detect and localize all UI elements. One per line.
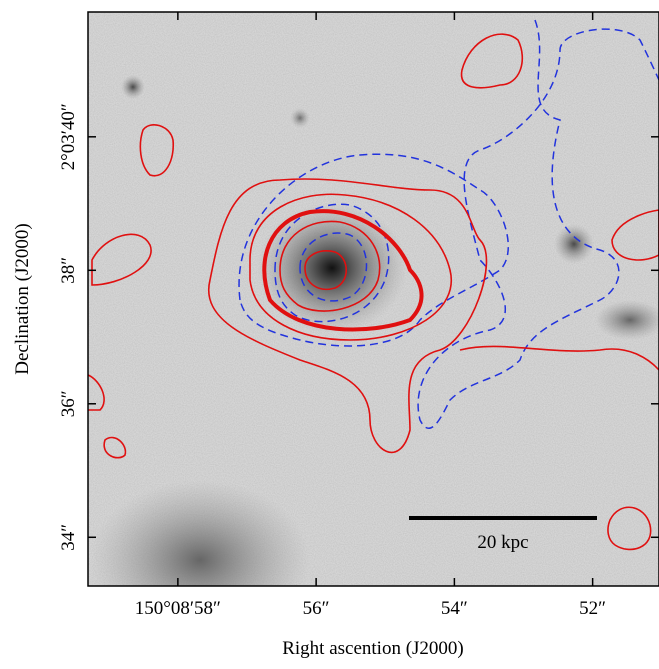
y-tick-label: 38″ bbox=[58, 257, 79, 284]
image bbox=[88, 12, 659, 586]
y-tick-label: 36″ bbox=[58, 390, 79, 417]
plot-frame bbox=[87, 11, 659, 587]
y-axis-label: Declination (J2000) bbox=[12, 223, 33, 374]
x-axis-label: Right ascention (J2000) bbox=[282, 638, 464, 659]
y-tick-label: 34″ bbox=[58, 524, 79, 551]
x-tick-label: 56″ bbox=[303, 598, 330, 619]
red-contours bbox=[88, 33, 659, 551]
y-tick-label: 2°03′40″ bbox=[58, 103, 79, 170]
scale-label: 20 kpc bbox=[477, 532, 528, 553]
x-tick-label: 54″ bbox=[441, 598, 468, 619]
x-tick-label: 150°08′58″ bbox=[135, 598, 221, 619]
blue-contours bbox=[238, 19, 659, 429]
x-tick-label: 52″ bbox=[579, 598, 606, 619]
